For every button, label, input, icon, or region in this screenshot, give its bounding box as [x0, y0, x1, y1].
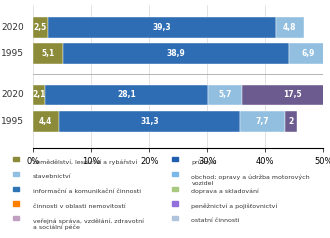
Text: 31,3: 31,3 — [140, 117, 159, 126]
Text: peněžnictví a pojišťovnictví: peněžnictví a pojišťovnictví — [191, 204, 278, 209]
Bar — [242, 85, 330, 105]
Text: 2020: 2020 — [2, 90, 24, 99]
Text: činnosti v oblasti nemovitostí: činnosti v oblasti nemovitostí — [33, 204, 126, 209]
Bar — [33, 17, 48, 38]
Text: průmysl: průmysl — [191, 159, 217, 165]
Bar — [285, 111, 297, 132]
Text: 2,1: 2,1 — [32, 90, 46, 99]
Text: 5,1: 5,1 — [41, 49, 54, 58]
Bar — [276, 17, 304, 38]
Text: 17,5: 17,5 — [283, 90, 302, 99]
Text: 6,9: 6,9 — [302, 49, 315, 58]
Text: 39,3: 39,3 — [152, 23, 171, 32]
Text: 1995: 1995 — [1, 117, 24, 126]
Text: 1995: 1995 — [1, 49, 24, 58]
Text: 4,8: 4,8 — [283, 23, 296, 32]
Text: obchod; opravy a údržba motorových
vozidel: obchod; opravy a údržba motorových vozid… — [191, 174, 310, 185]
Text: 2020: 2020 — [2, 23, 24, 32]
Text: 7,7: 7,7 — [256, 117, 270, 126]
Text: 4,4: 4,4 — [39, 117, 52, 126]
Bar — [33, 111, 58, 132]
Bar — [58, 111, 240, 132]
Text: 2,5: 2,5 — [34, 23, 47, 32]
Bar — [63, 43, 288, 64]
Text: doprava a skladování: doprava a skladování — [191, 189, 259, 194]
Bar — [33, 85, 45, 105]
Text: 5,7: 5,7 — [218, 90, 232, 99]
Bar — [240, 111, 285, 132]
Bar — [45, 85, 209, 105]
Bar — [288, 43, 329, 64]
Text: informační a komunikační činnosti: informační a komunikační činnosti — [33, 189, 141, 194]
Bar — [209, 85, 242, 105]
Text: ostatní činnosti: ostatní činnosti — [191, 218, 240, 223]
Bar — [48, 17, 276, 38]
Text: 28,1: 28,1 — [117, 90, 136, 99]
Text: zemědělství, lesnictví a rybářství: zemědělství, lesnictví a rybářství — [33, 159, 137, 165]
Text: stavebnictví: stavebnictví — [33, 174, 72, 179]
Bar — [33, 43, 63, 64]
Text: veřejná správa, vzdělání, zdravotní
a sociální péče: veřejná správa, vzdělání, zdravotní a so… — [33, 218, 144, 230]
Text: 38,9: 38,9 — [166, 49, 185, 58]
Text: 2: 2 — [288, 117, 293, 126]
